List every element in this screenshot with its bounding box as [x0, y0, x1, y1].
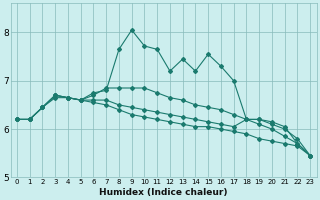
X-axis label: Humidex (Indice chaleur): Humidex (Indice chaleur): [99, 188, 228, 197]
